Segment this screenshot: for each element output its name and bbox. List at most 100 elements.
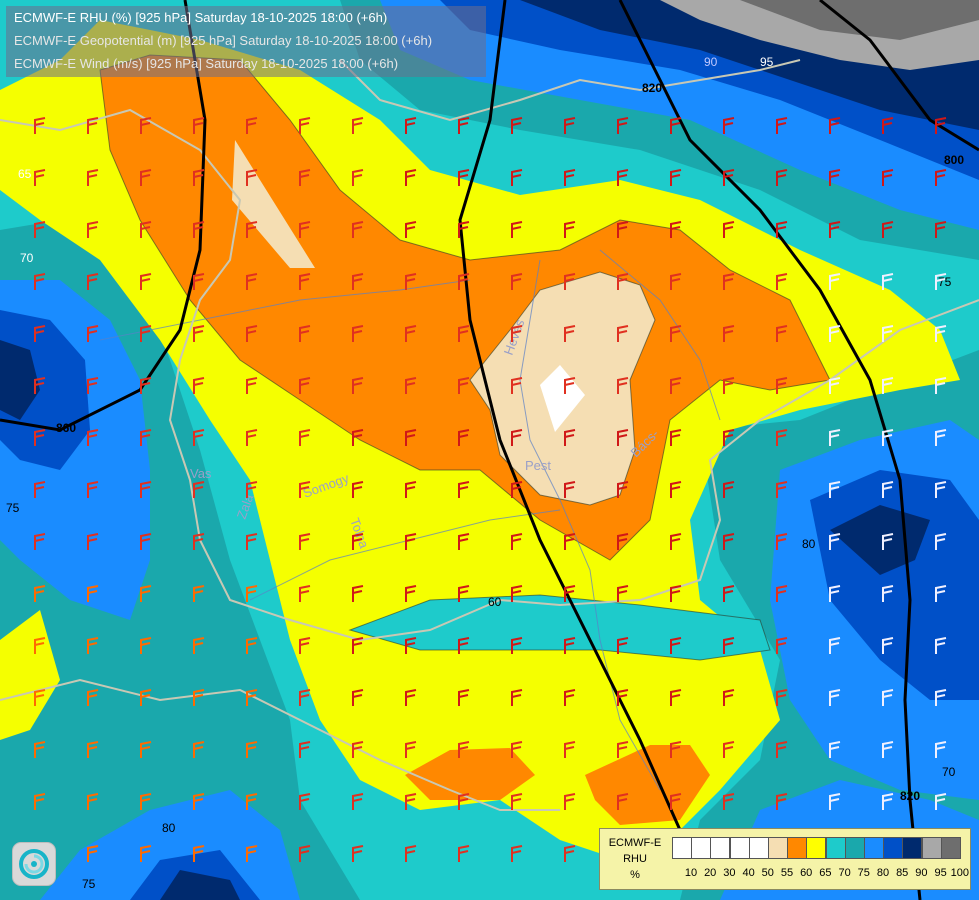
wind-barb bbox=[140, 273, 152, 290]
wind-barb bbox=[193, 637, 205, 654]
wind-barb bbox=[564, 689, 576, 706]
wind-barb bbox=[193, 845, 205, 862]
wind-barb bbox=[246, 637, 258, 654]
wind-barb bbox=[246, 741, 258, 758]
wind-barb bbox=[405, 845, 417, 862]
wind-barb bbox=[829, 117, 841, 134]
legend-swatch-85 bbox=[883, 837, 904, 859]
legend-swatch-55 bbox=[768, 837, 788, 859]
wind-barb bbox=[299, 221, 311, 238]
wind-barb bbox=[87, 429, 99, 446]
wind-barb bbox=[405, 273, 417, 290]
wind-barb bbox=[935, 429, 947, 446]
legend-swatch-90 bbox=[902, 837, 923, 859]
wind-barb bbox=[87, 689, 99, 706]
wind-barb bbox=[246, 377, 258, 394]
rhu-65-west bbox=[0, 610, 60, 740]
wind-barb bbox=[193, 741, 205, 758]
wind-barb bbox=[776, 637, 788, 654]
wind-barb bbox=[723, 637, 735, 654]
wind-barb bbox=[511, 585, 523, 602]
wind-barb bbox=[617, 637, 629, 654]
provider-logo[interactable] bbox=[12, 842, 56, 886]
wind-barb bbox=[564, 793, 576, 810]
wind-barb bbox=[935, 585, 947, 602]
wind-barb bbox=[352, 273, 364, 290]
wind-barb bbox=[405, 481, 417, 498]
legend-tick-95: 95 bbox=[934, 867, 947, 879]
wind-barb bbox=[87, 793, 99, 810]
wind-barb bbox=[140, 169, 152, 186]
legend-tick-55: 55 bbox=[780, 867, 794, 879]
wind-barb bbox=[723, 741, 735, 758]
wind-barb bbox=[299, 689, 311, 706]
wind-barb bbox=[935, 793, 947, 810]
map-header: ECMWF-E RHU (%) [925 hPa] Saturday 18-10… bbox=[6, 6, 486, 77]
wind-barb bbox=[246, 169, 258, 186]
wind-barb bbox=[511, 221, 523, 238]
wind-barb bbox=[193, 429, 205, 446]
wind-barb bbox=[617, 429, 629, 446]
legend-tick-40: 40 bbox=[742, 867, 755, 879]
wind-barb bbox=[670, 273, 682, 290]
wind-barb bbox=[935, 273, 947, 290]
wind-barb bbox=[564, 221, 576, 238]
wind-barb bbox=[829, 377, 841, 394]
wind-barb bbox=[882, 377, 894, 394]
wind-barb bbox=[405, 325, 417, 342]
wind-barb bbox=[564, 845, 576, 862]
wind-barb bbox=[352, 845, 364, 862]
rhu-label-95: 95 bbox=[760, 55, 774, 69]
wind-barb bbox=[564, 273, 576, 290]
wind-barb bbox=[34, 325, 46, 342]
legend-swatch-80 bbox=[864, 837, 884, 859]
place-pest: Pest bbox=[525, 458, 551, 473]
wind-barb bbox=[352, 169, 364, 186]
legend-swatch-20 bbox=[691, 837, 712, 859]
legend-tick-30: 30 bbox=[723, 867, 736, 879]
wind-barb bbox=[87, 585, 99, 602]
wind-barb bbox=[246, 117, 258, 134]
wind-barb bbox=[140, 117, 152, 134]
wind-barb bbox=[617, 741, 629, 758]
rhu-label-75-west: 75 bbox=[6, 501, 20, 515]
wind-barb bbox=[458, 637, 470, 654]
legend-tick-20: 20 bbox=[704, 867, 717, 879]
wind-barb bbox=[299, 793, 311, 810]
wind-barb bbox=[776, 533, 788, 550]
legend-tick-10: 10 bbox=[684, 867, 698, 879]
wind-barb bbox=[564, 637, 576, 654]
legend-variable: RHU bbox=[623, 853, 647, 865]
legend-tick-80: 80 bbox=[876, 867, 890, 879]
wind-barb bbox=[829, 793, 841, 810]
wind-barb bbox=[140, 689, 152, 706]
wind-barb bbox=[458, 741, 470, 758]
wind-barb bbox=[882, 637, 894, 654]
wind-barb bbox=[617, 273, 629, 290]
geo-label-860: 860 bbox=[56, 421, 76, 435]
wind-barb bbox=[458, 845, 470, 862]
wind-barb bbox=[246, 845, 258, 862]
wind-barb bbox=[617, 481, 629, 498]
wind-barb bbox=[935, 169, 947, 186]
header-wind-title: ECMWF-E Wind (m/s) [925 hPa] Saturday 18… bbox=[14, 56, 399, 71]
wind-barb bbox=[299, 481, 311, 498]
legend-tick-90: 90 bbox=[915, 867, 928, 879]
wind-barb bbox=[829, 585, 841, 602]
wind-barb bbox=[882, 117, 894, 134]
wind-barb bbox=[882, 481, 894, 498]
wind-barb bbox=[617, 325, 629, 342]
wind-barb bbox=[193, 481, 205, 498]
wind-barb bbox=[458, 221, 470, 238]
wind-barb bbox=[87, 117, 99, 134]
wind-barb bbox=[140, 221, 152, 238]
contour-labels: 95 90 65 70 75 80 75 60 70 80 75 820 800… bbox=[6, 55, 964, 891]
wind-barb bbox=[617, 169, 629, 186]
rhu-label-80-south: 80 bbox=[162, 821, 176, 835]
wind-barb bbox=[564, 585, 576, 602]
wind-barb bbox=[882, 221, 894, 238]
rhu-label-75-south: 75 bbox=[82, 877, 96, 891]
wind-barb bbox=[299, 169, 311, 186]
wind-barb bbox=[564, 325, 576, 342]
